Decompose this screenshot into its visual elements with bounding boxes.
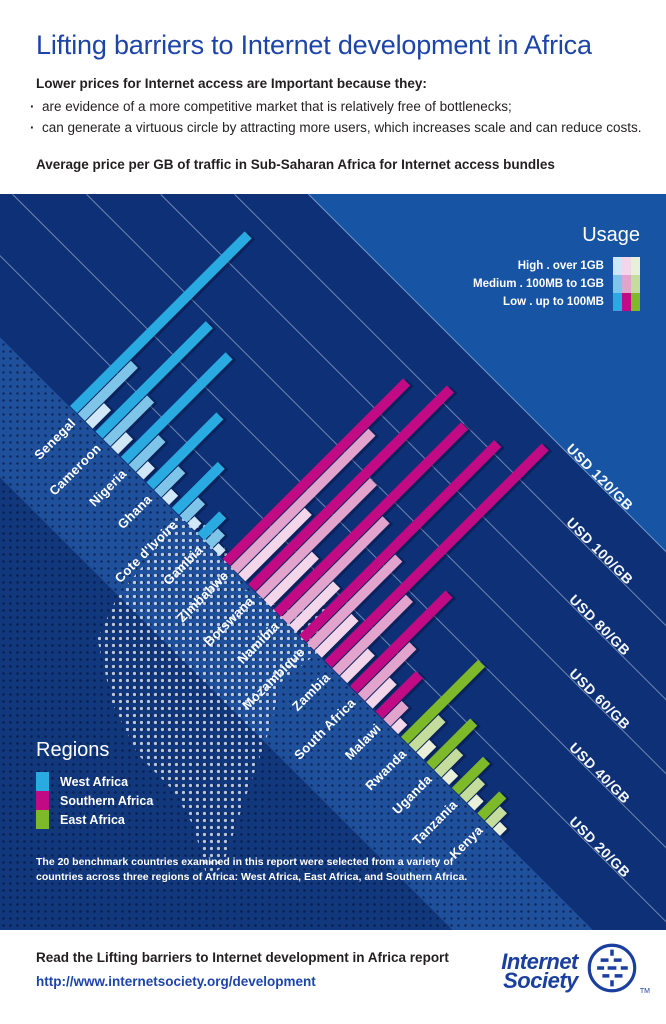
usage-swatch-east-high	[631, 257, 640, 275]
region-label: East Africa	[60, 812, 125, 827]
page-title: Lifting barriers to Internet development…	[36, 30, 592, 60]
regions-legend-row-south: Southern Africa	[36, 791, 153, 810]
trademark-symbol: TM	[639, 988, 650, 995]
benchmark-note: The 20 benchmark countries examined in t…	[36, 856, 468, 883]
regions-legend-title: Regions	[36, 739, 110, 761]
regions-legend-row-west: West Africa	[36, 772, 153, 791]
logo-line1: Internet	[501, 948, 578, 974]
intro-heading: Lower prices for Internet access are Imp…	[36, 76, 427, 91]
logo-line2: Society	[503, 967, 578, 993]
region-label: Southern Africa	[60, 793, 154, 808]
report-read-text: Read the Lifting barriers to Internet de…	[36, 950, 449, 965]
regions-legend-row-east: East Africa	[36, 810, 153, 829]
usage-swatch-west-low	[613, 293, 622, 311]
chart-canvas: Usage High . over 1GB Medium . 100MB to 1…	[0, 194, 666, 930]
internet-society-logo: Internet Society TM	[501, 940, 650, 1001]
page-footer: Read the Lifting barriers to Internet de…	[0, 930, 666, 1024]
usage-legend-title: Usage	[582, 224, 640, 246]
usage-legend-label: Low . up to 100MB	[503, 296, 604, 308]
usage-legend-row-medium: Medium . 100MB to 1GB	[473, 275, 640, 293]
usage-swatch-south-high	[622, 257, 631, 275]
chart-title: Average price per GB of traffic in Sub-S…	[36, 157, 555, 172]
region-swatch-west	[36, 772, 49, 791]
usage-swatch-south-medium	[622, 275, 631, 293]
usage-legend: Usage High . over 1GB Medium . 100MB to 1…	[473, 224, 640, 311]
usage-swatch-west-high	[613, 257, 622, 275]
region-swatch-east	[36, 810, 49, 829]
usage-legend-row-low: Low . up to 100MB	[473, 293, 640, 311]
intro-bullet: are evidence of a more competitive marke…	[30, 96, 642, 117]
internet-society-wordmark: Internet Society	[501, 948, 578, 993]
region-swatch-south	[36, 791, 49, 810]
intro-bullet-list: are evidence of a more competitive marke…	[30, 96, 642, 138]
usage-swatch-east-low	[631, 293, 640, 311]
usage-legend-label: Medium . 100MB to 1GB	[473, 278, 604, 290]
region-label: West Africa	[60, 774, 129, 789]
regions-legend: Regions West Africa Southern Africa East A…	[36, 739, 153, 829]
intro-bullet: can generate a virtuous circle by attrac…	[30, 117, 642, 138]
usage-legend-row-high: High . over 1GB	[473, 257, 640, 275]
report-url-link[interactable]: http://www.internetsociety.org/developme…	[36, 974, 316, 989]
usage-swatch-west-medium	[613, 275, 622, 293]
globe-icon	[584, 940, 640, 1001]
usage-swatch-east-medium	[631, 275, 640, 293]
usage-swatch-south-low	[622, 293, 631, 311]
page-header: Lifting barriers to Internet development…	[0, 0, 666, 194]
usage-legend-label: High . over 1GB	[517, 260, 604, 272]
